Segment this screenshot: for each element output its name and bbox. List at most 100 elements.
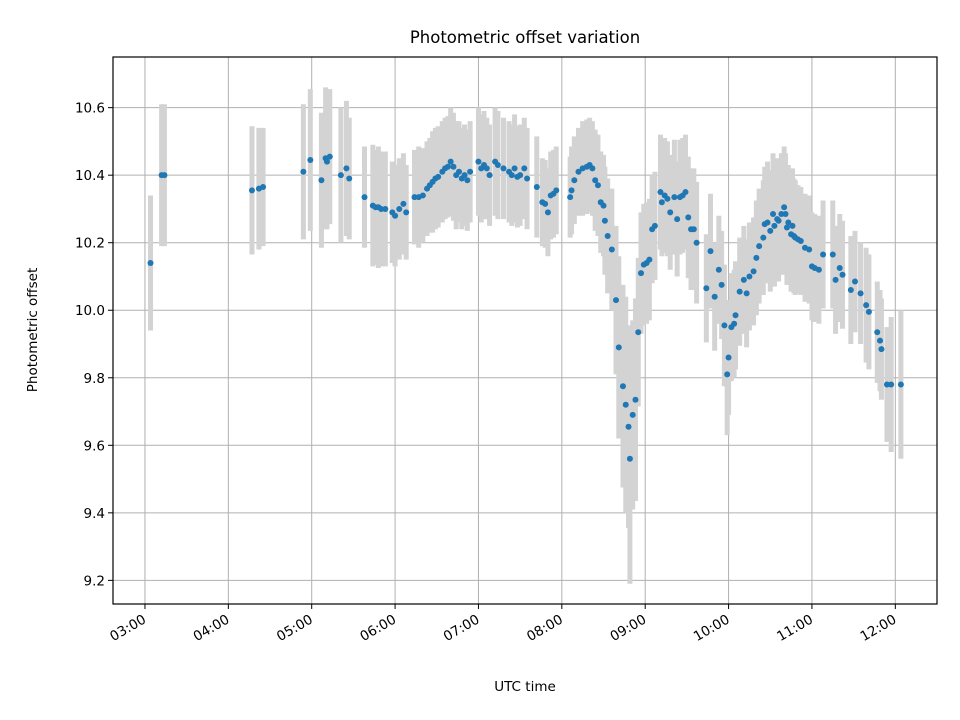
data-point xyxy=(147,259,154,266)
data-point xyxy=(658,199,665,206)
y-tick-label: 10.0 xyxy=(75,303,105,319)
data-point xyxy=(307,156,314,163)
data-point xyxy=(626,455,633,462)
data-point xyxy=(435,173,442,180)
data-point xyxy=(847,286,854,293)
data-point xyxy=(638,270,645,277)
data-point xyxy=(444,163,451,170)
data-point xyxy=(403,209,410,216)
data-point xyxy=(553,187,560,194)
data-point xyxy=(711,293,718,300)
y-tick-label: 9.6 xyxy=(84,438,105,454)
data-point xyxy=(877,337,884,344)
y-tick-label: 9.8 xyxy=(84,371,105,387)
data-point xyxy=(836,265,843,272)
data-point xyxy=(326,153,333,160)
data-point xyxy=(771,222,778,229)
data-point xyxy=(839,271,846,278)
data-point xyxy=(724,371,731,378)
data-point xyxy=(815,266,822,273)
data-point xyxy=(767,227,774,234)
data-point xyxy=(613,297,620,304)
data-point xyxy=(753,254,760,261)
data-point xyxy=(601,217,608,224)
plot-area xyxy=(112,56,938,605)
data-point xyxy=(785,219,792,226)
data-point xyxy=(483,165,490,172)
data-point xyxy=(594,182,601,189)
data-point xyxy=(820,251,827,258)
data-point xyxy=(756,243,763,250)
data-point xyxy=(500,165,507,172)
data-point xyxy=(625,423,632,430)
data-point xyxy=(382,205,389,212)
data-point xyxy=(622,401,629,408)
data-point xyxy=(161,172,168,179)
data-point xyxy=(832,276,839,283)
data-point xyxy=(718,281,725,288)
data-point xyxy=(671,194,678,201)
data-point xyxy=(707,248,714,255)
data-point xyxy=(511,165,518,172)
data-points xyxy=(147,153,904,462)
data-point xyxy=(260,183,267,190)
data-point xyxy=(629,411,636,418)
data-point xyxy=(575,168,582,175)
y-tick-label: 10.2 xyxy=(75,236,105,252)
data-point xyxy=(592,177,599,184)
data-point xyxy=(608,246,615,253)
data-point xyxy=(783,224,790,231)
data-point xyxy=(883,381,890,388)
data-point xyxy=(685,214,692,221)
data-point xyxy=(455,168,462,175)
y-tick-label: 9.2 xyxy=(84,573,105,589)
data-point xyxy=(857,290,864,297)
data-point xyxy=(721,322,728,329)
data-point xyxy=(346,175,353,182)
data-point xyxy=(461,172,468,179)
data-point xyxy=(521,165,528,172)
y-tick-label: 9.4 xyxy=(84,506,105,522)
data-point xyxy=(396,205,403,212)
data-point xyxy=(544,209,551,216)
data-point xyxy=(343,165,350,172)
data-point xyxy=(736,288,743,295)
data-point xyxy=(604,232,611,239)
data-point xyxy=(517,172,524,179)
data-point xyxy=(494,162,501,169)
data-point xyxy=(782,211,789,218)
data-point xyxy=(567,194,574,201)
data-point xyxy=(589,165,596,172)
data-point xyxy=(651,222,658,229)
axes-frame xyxy=(112,56,938,605)
data-point xyxy=(378,205,385,212)
data-point xyxy=(888,381,895,388)
data-point xyxy=(361,194,368,201)
data-point xyxy=(467,168,474,175)
data-point xyxy=(829,251,836,258)
data-point xyxy=(770,211,777,218)
data-point xyxy=(337,172,344,179)
data-point xyxy=(740,276,747,283)
data-point xyxy=(568,187,575,194)
y-axis-ticks: 9.2 9.4 9.6 9.8 10.0 10.2 10.4 10.6 xyxy=(75,101,113,589)
data-point xyxy=(248,187,255,194)
data-point xyxy=(475,158,482,165)
data-point xyxy=(323,158,330,165)
data-point xyxy=(486,172,493,179)
data-point xyxy=(863,302,870,309)
data-point xyxy=(797,238,804,245)
data-point xyxy=(400,200,407,207)
data-point xyxy=(682,189,689,196)
data-point xyxy=(732,312,739,319)
data-point xyxy=(419,192,426,199)
x-axis-label: UTC time xyxy=(494,679,556,695)
data-point xyxy=(781,204,788,211)
data-point xyxy=(508,172,515,179)
data-point xyxy=(542,200,549,207)
data-point xyxy=(703,285,710,292)
data-point xyxy=(318,177,325,184)
data-point xyxy=(725,354,732,361)
y-tick-label: 10.6 xyxy=(75,101,105,117)
data-point xyxy=(764,219,771,226)
